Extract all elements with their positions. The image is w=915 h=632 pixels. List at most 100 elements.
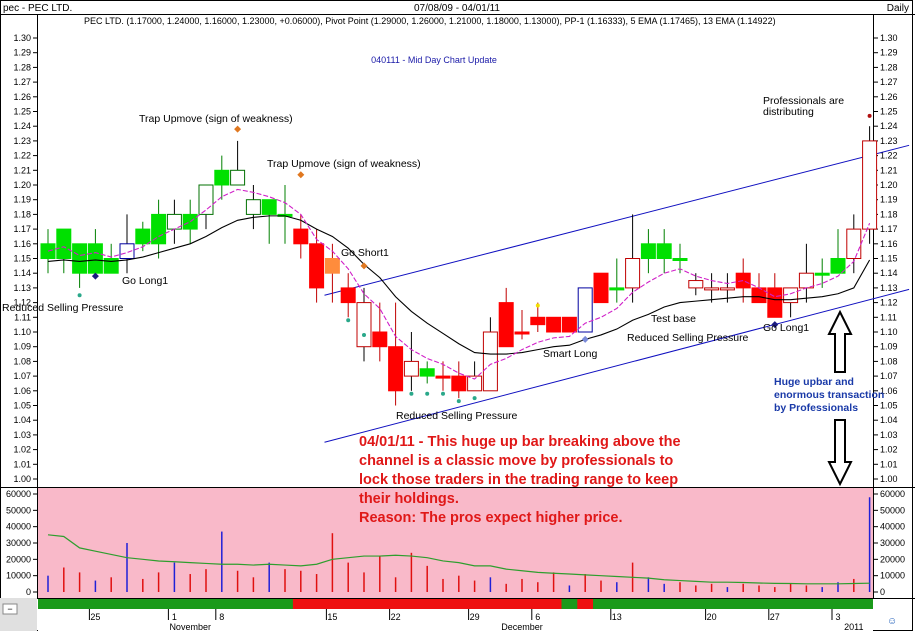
signal-strip (38, 599, 873, 609)
candle-body (261, 199, 277, 215)
signal-segment (561, 599, 578, 609)
price-tick-label: 1.03 (880, 430, 898, 440)
interval-label: Daily (887, 3, 909, 14)
annotation-trap-upmove-2: Trap Upmove (sign of weakness) (267, 158, 421, 170)
ema13-line (47, 215, 871, 355)
price-tick-label: 1.24 (13, 121, 31, 131)
price-tick-label: 1.01 (13, 459, 31, 469)
volume-average-line (47, 534, 870, 585)
signal-dot (362, 332, 366, 337)
price-tick-label: 1.10 (13, 327, 31, 337)
date-tick-label: 29 (470, 612, 480, 622)
svg-text:−: − (7, 604, 12, 614)
price-tick-label: 1.23 (880, 136, 898, 146)
volume-bars (47, 497, 871, 592)
annotation-smart-long: Smart Long (543, 348, 597, 360)
price-tick-label: 1.01 (880, 459, 898, 469)
volume-tick-label: 0 (26, 587, 31, 597)
indicator-legend: PEC LTD. (1.17000, 1.24000, 1.16000, 1.2… (84, 16, 776, 26)
date-tick-label: 15 (327, 612, 337, 622)
price-tick-label: 1.13 (880, 283, 898, 293)
annotation-reduced-selling-mid: Reduced Selling Pressure (396, 410, 518, 422)
annotation-go-long-left: Go Long1 (122, 275, 168, 287)
price-tick-label: 1.19 (880, 195, 898, 205)
annotation-huge-2: enormous transaction (774, 389, 884, 401)
volume-average-polyline (47, 534, 870, 585)
candle-body (561, 316, 577, 333)
price-tick-label: 1.22 (880, 151, 898, 161)
price-tick-label: 1.21 (13, 165, 31, 175)
candle-body (530, 316, 546, 326)
candle-body (688, 280, 704, 289)
zoom-out-icon[interactable] (2, 603, 18, 615)
price-tick-label: 1.14 (13, 268, 31, 278)
signal-dot (425, 391, 430, 396)
price-tick-label: 1.26 (13, 92, 31, 102)
candle-body (103, 258, 119, 274)
price-tick-label: 1.06 (880, 386, 898, 396)
signal-diamond (360, 262, 368, 270)
price-tick-label: 1.10 (880, 327, 898, 337)
candle-body (735, 272, 751, 289)
candle-body (862, 140, 878, 230)
price-tick-label: 1.28 (13, 62, 31, 72)
volume-tick-label: 20000 (880, 554, 905, 564)
volume-tick-label: 40000 (880, 522, 905, 532)
candle-body (546, 316, 562, 333)
candle-body (293, 228, 309, 245)
signal-dot (77, 293, 82, 298)
smiley-icon[interactable]: ☺ (887, 616, 897, 627)
price-tick-label: 1.18 (880, 209, 898, 219)
volume-tick-label: 10000 (880, 571, 905, 581)
price-tick-label: 1.00 (880, 474, 898, 484)
signal-diamond (581, 335, 589, 343)
volume-tick-label: 40000 (6, 522, 31, 532)
candle-body (356, 302, 372, 348)
annotation-go-long-right: Go Long1 (763, 322, 809, 334)
candle-body (767, 287, 783, 318)
candle-body (214, 169, 230, 186)
volume-tick-label: 50000 (880, 505, 905, 515)
signal-diamond (297, 171, 305, 179)
candle-body (230, 169, 246, 186)
date-tick-label: 13 (612, 612, 622, 622)
candle-body (482, 331, 498, 392)
volume-pane-background (38, 487, 873, 598)
date-axis-background (38, 609, 873, 631)
candle-body (814, 272, 830, 276)
candle-body (593, 272, 609, 304)
candle-body (514, 331, 530, 335)
comment-line-4: their holdings. (359, 491, 459, 507)
candle-body (56, 228, 72, 260)
price-tick-label: 1.20 (13, 180, 31, 190)
candle-body (577, 287, 593, 333)
annotation-reduced-selling-right: Reduced Selling Pressure (627, 332, 749, 344)
price-tick-label: 1.17 (13, 224, 31, 234)
volume-axis-left: 60000 50000 40000 30000 20000 10000 0 (6, 489, 37, 597)
price-tick-label: 1.21 (880, 165, 898, 175)
price-tick-label: 1.14 (880, 268, 898, 278)
price-tick-label: 1.06 (13, 386, 31, 396)
volume-tick-label: 0 (880, 587, 885, 597)
signal-diamond (771, 321, 779, 329)
price-tick-label: 1.09 (880, 342, 898, 352)
candle-body (467, 375, 483, 392)
price-tick-label: 1.29 (13, 48, 31, 58)
signal-segment (292, 599, 562, 609)
date-tick-label: 27 (770, 612, 780, 622)
price-tick-label: 1.07 (13, 371, 31, 381)
price-axis-left: 1.30 1.29 1.28 1.27 1.26 1.25 1.24 1.23 1.22 1.21… (13, 33, 37, 484)
arrow-down-icon (827, 419, 853, 487)
candle-body (182, 213, 198, 230)
volume-tick-label: 10000 (6, 571, 31, 581)
price-tick-label: 1.18 (13, 209, 31, 219)
price-tick-label: 1.04 (13, 415, 31, 425)
signal-dot (409, 391, 414, 396)
price-axis-right: 1.30 1.29 1.28 1.27 1.26 1.25 1.24 1.23 1.22 1.21… (874, 33, 898, 484)
annotation-trap-upmove-1: Trap Upmove (sign of weakness) (139, 113, 293, 125)
price-tick-label: 1.24 (880, 121, 898, 131)
date-tick-label: 25 (90, 612, 100, 622)
annotation-go-short: Go Short1 (341, 247, 389, 259)
comment-line-1: 04/01/11 - This huge up bar breaking abo… (359, 434, 681, 450)
